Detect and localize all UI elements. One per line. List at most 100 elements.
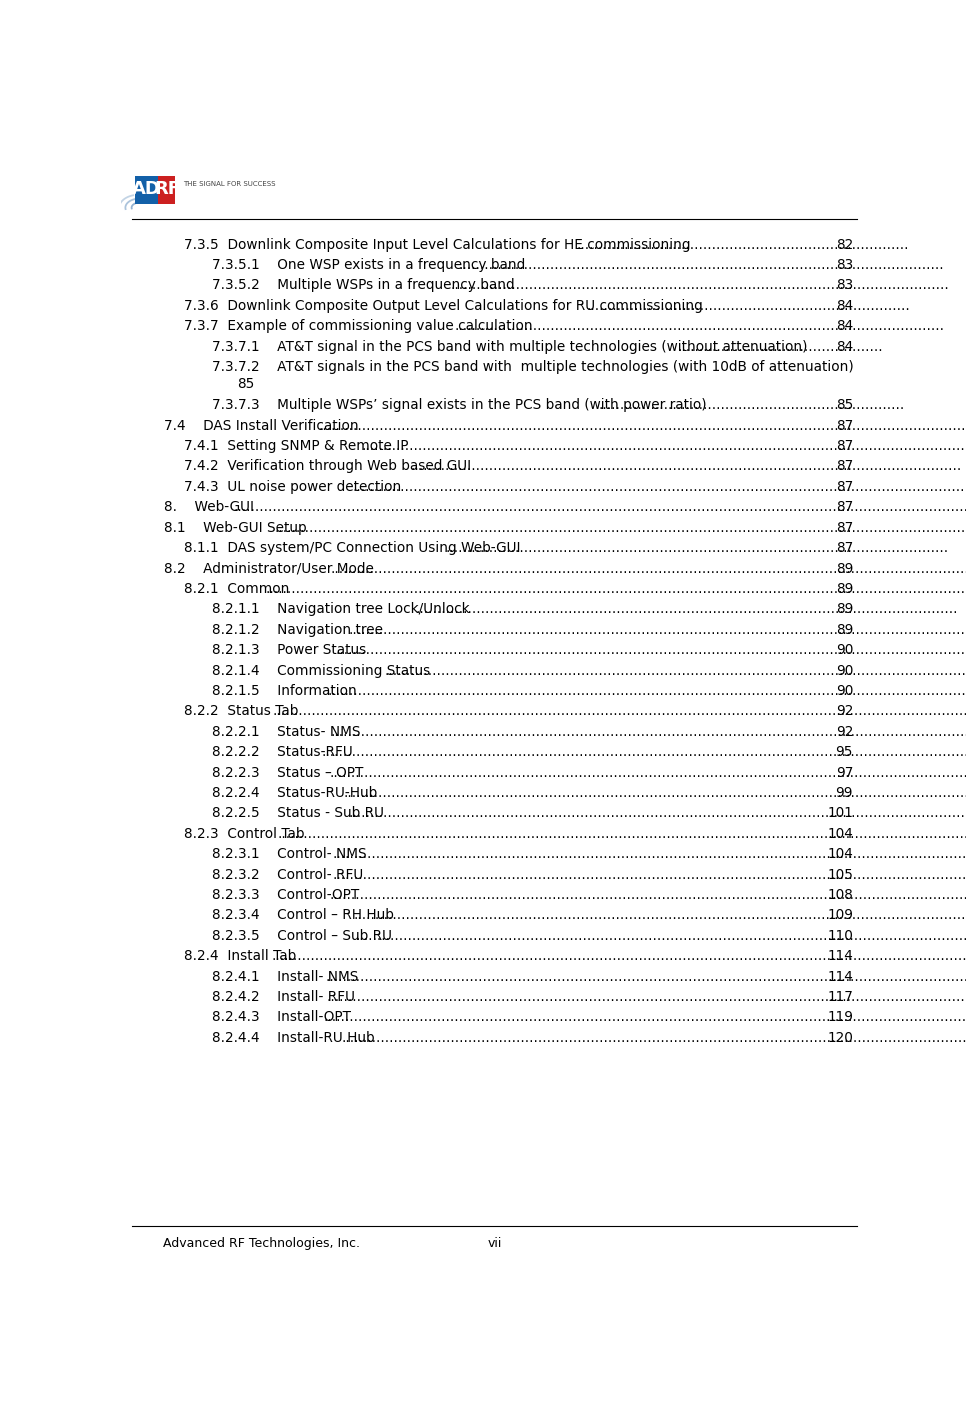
Text: 87: 87 xyxy=(836,480,853,494)
Text: 8.2.1.5    Information: 8.2.1.5 Information xyxy=(213,684,361,698)
Text: ................................................................................: ........................................… xyxy=(348,623,966,637)
Text: Advanced RF Technologies, Inc.: Advanced RF Technologies, Inc. xyxy=(163,1238,360,1250)
Text: 85: 85 xyxy=(237,377,254,391)
Text: 8.1    Web-GUI Setup: 8.1 Web-GUI Setup xyxy=(164,521,307,535)
Text: 8.2.3  Control Tab: 8.2.3 Control Tab xyxy=(185,827,305,841)
Text: 87: 87 xyxy=(836,419,853,433)
Text: 7.4.3  UL noise power detection: 7.4.3 UL noise power detection xyxy=(185,480,402,494)
Text: 8.2.1  Common: 8.2.1 Common xyxy=(185,582,290,596)
Text: ................................................................................: ........................................… xyxy=(327,990,966,1004)
Text: 8.2.2.2    Status-RFU: 8.2.2.2 Status-RFU xyxy=(213,745,353,759)
Text: ................................................................................: ........................................… xyxy=(326,970,966,984)
Text: 84: 84 xyxy=(836,340,853,354)
Text: 92: 92 xyxy=(836,725,853,739)
Text: 8.2.4.4    Install-RU Hub: 8.2.4.4 Install-RU Hub xyxy=(213,1031,380,1045)
Text: AD: AD xyxy=(132,180,161,198)
Text: ................................................................................: ........................................… xyxy=(450,279,949,293)
Text: ................................................................................: ........................................… xyxy=(354,909,966,922)
Text: 84: 84 xyxy=(836,319,853,333)
Text: 8.2.4  Install Tab: 8.2.4 Install Tab xyxy=(185,949,297,963)
Text: 104: 104 xyxy=(827,847,853,861)
Text: 7.4    DAS Install Verification: 7.4 DAS Install Verification xyxy=(164,419,363,433)
Text: 8.2    Administrator/User Mode: 8.2 Administrator/User Mode xyxy=(164,562,379,575)
Text: 7.3.7  Example of commissioning value calculation: 7.3.7 Example of commissioning value cal… xyxy=(185,319,533,333)
Text: 89: 89 xyxy=(836,562,853,575)
Text: 90: 90 xyxy=(836,643,853,657)
Text: 104: 104 xyxy=(827,827,853,841)
Text: ................................................................................: ........................................… xyxy=(454,319,945,333)
Text: ................................................................................: ........................................… xyxy=(234,500,966,514)
Text: ................................................................................: ........................................… xyxy=(319,419,966,433)
Text: ................................................................................: ........................................… xyxy=(342,1031,966,1045)
Text: 8.    Web-GUI: 8. Web-GUI xyxy=(164,500,254,514)
Text: 89: 89 xyxy=(836,582,853,596)
Text: 82: 82 xyxy=(836,238,853,252)
Text: 7.3.7.3    Multiple WSPs’ signal exists in the PCS band (with power ratio): 7.3.7.3 Multiple WSPs’ signal exists in … xyxy=(213,398,711,412)
Text: 85: 85 xyxy=(836,398,853,412)
Text: 84: 84 xyxy=(836,299,853,313)
Text: 8.2.2.1    Status- NMS: 8.2.2.1 Status- NMS xyxy=(213,725,365,739)
Text: 8.2.1.3    Power Status: 8.2.1.3 Power Status xyxy=(213,643,371,657)
Text: 8.2.3.3    Control-OPT: 8.2.3.3 Control-OPT xyxy=(213,888,364,902)
Text: ................................................................................: ........................................… xyxy=(274,521,966,535)
Text: 99: 99 xyxy=(836,786,853,800)
Text: 87: 87 xyxy=(836,521,853,535)
Text: ................................................................................: ........................................… xyxy=(335,643,966,657)
Text: 89: 89 xyxy=(836,623,853,637)
Text: 8.2.1.4    Commissioning Status: 8.2.1.4 Commissioning Status xyxy=(213,664,435,677)
Text: ................................................................................: ........................................… xyxy=(333,868,966,882)
Text: ................................................................................: ........................................… xyxy=(271,949,966,963)
Text: ................................................................................: ........................................… xyxy=(344,786,966,800)
Text: 8.2.3.1    Control- NMS: 8.2.3.1 Control- NMS xyxy=(213,847,367,861)
Text: 8.2.3.4    Control – RH Hub: 8.2.3.4 Control – RH Hub xyxy=(213,909,394,922)
Text: 8.2.2.3    Status – OPT: 8.2.2.3 Status – OPT xyxy=(213,766,363,780)
Text: 114: 114 xyxy=(827,970,853,984)
Text: 109: 109 xyxy=(827,909,853,922)
Text: THE SIGNAL FOR SUCCESS: THE SIGNAL FOR SUCCESS xyxy=(183,181,275,187)
Text: ................................................................................: ........................................… xyxy=(330,725,966,739)
Text: 95: 95 xyxy=(836,745,853,759)
Text: ................................................................................: ........................................… xyxy=(266,582,966,596)
Text: ................................................................................: ........................................… xyxy=(324,1011,966,1024)
Text: 117: 117 xyxy=(827,990,853,1004)
Text: ................................................................................: ........................................… xyxy=(445,541,949,555)
Text: ................................................................................: ........................................… xyxy=(327,684,966,698)
Text: 108: 108 xyxy=(827,888,853,902)
Text: 7.3.6  Downlink Composite Output Level Calculations for RU commissioning: 7.3.6 Downlink Composite Output Level Ca… xyxy=(185,299,703,313)
Text: 87: 87 xyxy=(836,541,853,555)
Text: 7.4.1  Setting SNMP & Remote IP: 7.4.1 Setting SNMP & Remote IP xyxy=(185,439,413,453)
Text: ................................................................................: ........................................… xyxy=(384,664,966,677)
Text: 8.2.2  Status Tab: 8.2.2 Status Tab xyxy=(185,704,298,718)
Text: 83: 83 xyxy=(836,279,853,293)
Text: ......................................................................: ........................................… xyxy=(599,398,905,412)
Text: ................................................................................: ........................................… xyxy=(329,766,966,780)
Text: 119: 119 xyxy=(827,1011,853,1024)
Text: 8.2.2.4    Status-RU-Hub: 8.2.2.4 Status-RU-Hub xyxy=(213,786,382,800)
Text: 7.3.5.1    One WSP exists in a frequency band: 7.3.5.1 One WSP exists in a frequency ba… xyxy=(213,258,529,272)
Text: 8.2.1.1    Navigation tree Lock/Unlock: 8.2.1.1 Navigation tree Lock/Unlock xyxy=(213,602,474,616)
Text: 8.2.1.2    Navigation tree: 8.2.1.2 Navigation tree xyxy=(213,623,387,637)
Text: vii: vii xyxy=(488,1238,502,1250)
Text: ................................................................................: ........................................… xyxy=(415,602,957,616)
Text: 8.1.1  DAS system/PC Connection Using Web-GUI: 8.1.1 DAS system/PC Connection Using Web… xyxy=(185,541,521,555)
Text: ...............................................: ........................................… xyxy=(677,340,883,354)
Text: ................................................................................: ........................................… xyxy=(458,258,944,272)
Text: 8.2.3.5    Control – Sub RU: 8.2.3.5 Control – Sub RU xyxy=(213,929,397,943)
Text: 87: 87 xyxy=(836,439,853,453)
Text: ................................................................................: ........................................… xyxy=(355,929,966,943)
Text: 83: 83 xyxy=(836,258,853,272)
Text: ................................................................................: ........................................… xyxy=(361,439,966,453)
Text: ............................................................................: ........................................… xyxy=(577,238,909,252)
Text: 110: 110 xyxy=(827,929,853,943)
Text: ................................................................................: ........................................… xyxy=(332,847,966,861)
Text: ................................................................................: ........................................… xyxy=(329,888,966,902)
Text: 8.2.3.2    Control- RFU: 8.2.3.2 Control- RFU xyxy=(213,868,368,882)
Text: 8.2.2.5    Status - Sub RU: 8.2.2.5 Status - Sub RU xyxy=(213,806,388,820)
Text: ................................................................................: ........................................… xyxy=(273,704,966,718)
Text: 114: 114 xyxy=(827,949,853,963)
Text: 92: 92 xyxy=(836,704,853,718)
Text: 7.4.2  Verification through Web based GUI: 7.4.2 Verification through Web based GUI xyxy=(185,459,476,473)
Text: 7.3.5.2    Multiple WSPs in a frequency band: 7.3.5.2 Multiple WSPs in a frequency ban… xyxy=(213,279,519,293)
Text: 105: 105 xyxy=(827,868,853,882)
Text: 120: 120 xyxy=(827,1031,853,1045)
